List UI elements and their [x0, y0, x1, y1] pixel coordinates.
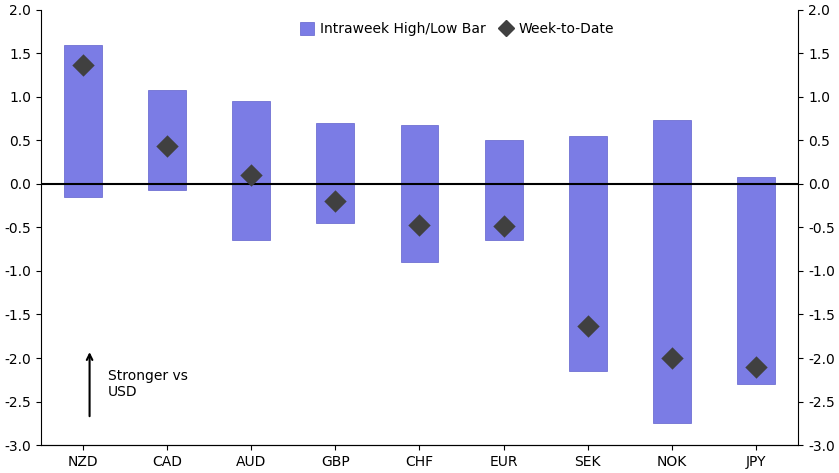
Bar [485, 140, 523, 240]
Point [581, 322, 595, 330]
Point [329, 198, 342, 205]
Bar [148, 90, 186, 190]
Point [665, 354, 679, 362]
Bar [400, 124, 439, 262]
Text: Stronger vs
USD: Stronger vs USD [108, 369, 188, 399]
Bar [737, 177, 775, 384]
Bar [316, 123, 354, 223]
Point [244, 171, 258, 179]
Point [76, 61, 90, 68]
Bar [232, 101, 270, 240]
Bar [569, 136, 607, 371]
Legend: Intraweek High/Low Bar, Week-to-Date: Intraweek High/Low Bar, Week-to-Date [294, 17, 620, 42]
Point [413, 221, 426, 228]
Bar [64, 44, 102, 197]
Bar [653, 120, 691, 423]
Point [160, 143, 174, 150]
Point [497, 222, 510, 229]
Point [749, 363, 763, 370]
